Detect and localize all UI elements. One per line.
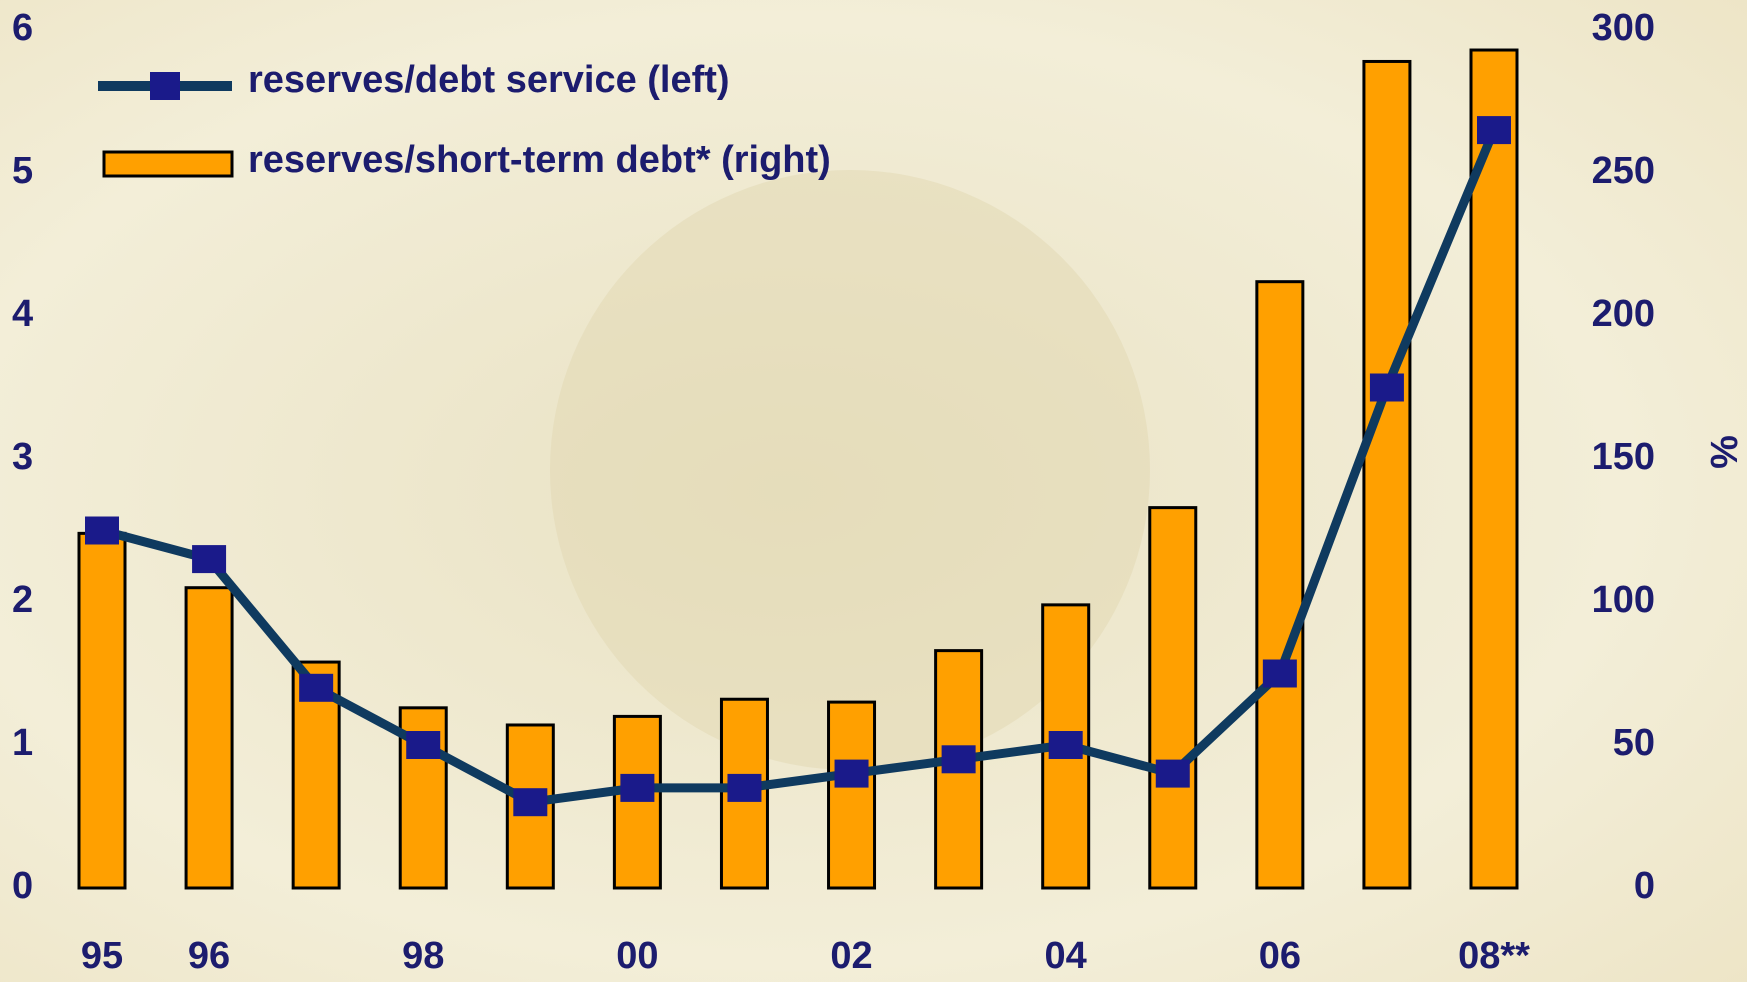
y2-tick-label: 100	[1592, 579, 1655, 621]
bar	[829, 702, 875, 888]
x-tick-label: 08**	[1458, 935, 1530, 977]
page: {"chart_data": {"type": "bar_line", "cat…	[0, 0, 1747, 982]
bar	[614, 716, 660, 888]
x-tick-label: 98	[402, 935, 444, 977]
legend-label: reserves/short-term debt* (right)	[248, 139, 831, 181]
marker	[727, 774, 761, 802]
marker	[299, 674, 333, 702]
x-tick-label: 96	[188, 935, 230, 977]
bar	[186, 588, 232, 888]
x-tick-label: 06	[1259, 935, 1301, 977]
x-tick-label: 95	[81, 935, 123, 977]
y-tick-label: 6	[12, 7, 33, 49]
marker	[1263, 660, 1297, 688]
bar	[1150, 508, 1196, 888]
legend-swatch	[104, 152, 232, 176]
y-tick-label: 5	[12, 150, 33, 192]
marker	[513, 788, 547, 816]
x-tick-label: 02	[830, 935, 872, 977]
y2-tick-label: 300	[1592, 7, 1655, 49]
marker	[1370, 374, 1404, 402]
y-tick-label: 4	[12, 293, 33, 335]
y-tick-label: 0	[12, 865, 33, 907]
y2-tick-label: 50	[1613, 722, 1655, 764]
y-tick-label: 2	[12, 579, 33, 621]
y-tick-label: 3	[12, 436, 33, 478]
x-tick-label: 04	[1045, 935, 1087, 977]
legend-marker	[150, 72, 180, 100]
marker	[835, 760, 869, 788]
marker	[620, 774, 654, 802]
y2-tick-label: 0	[1634, 865, 1655, 907]
y-tick-label: 1	[12, 722, 33, 764]
y2-axis-label: %	[1704, 435, 1746, 469]
marker	[406, 731, 440, 759]
marker	[192, 545, 226, 573]
marker	[1156, 760, 1190, 788]
chart: 0 1 2 3 4 5 6 0 50 100 150 200 250 300% 95 96 98 00 02 04 06…	[0, 0, 1747, 982]
bar	[1257, 282, 1303, 888]
legend-label: reserves/debt service (left)	[248, 59, 730, 101]
marker	[85, 517, 119, 545]
y2-tick-label: 200	[1592, 293, 1655, 335]
y2-tick-label: 250	[1592, 150, 1655, 192]
bar	[79, 533, 125, 888]
bar	[1364, 61, 1410, 888]
marker	[1049, 731, 1083, 759]
marker	[1477, 116, 1511, 144]
x-tick-label: 00	[616, 935, 658, 977]
y2-tick-label: 150	[1592, 436, 1655, 478]
marker	[942, 745, 976, 773]
